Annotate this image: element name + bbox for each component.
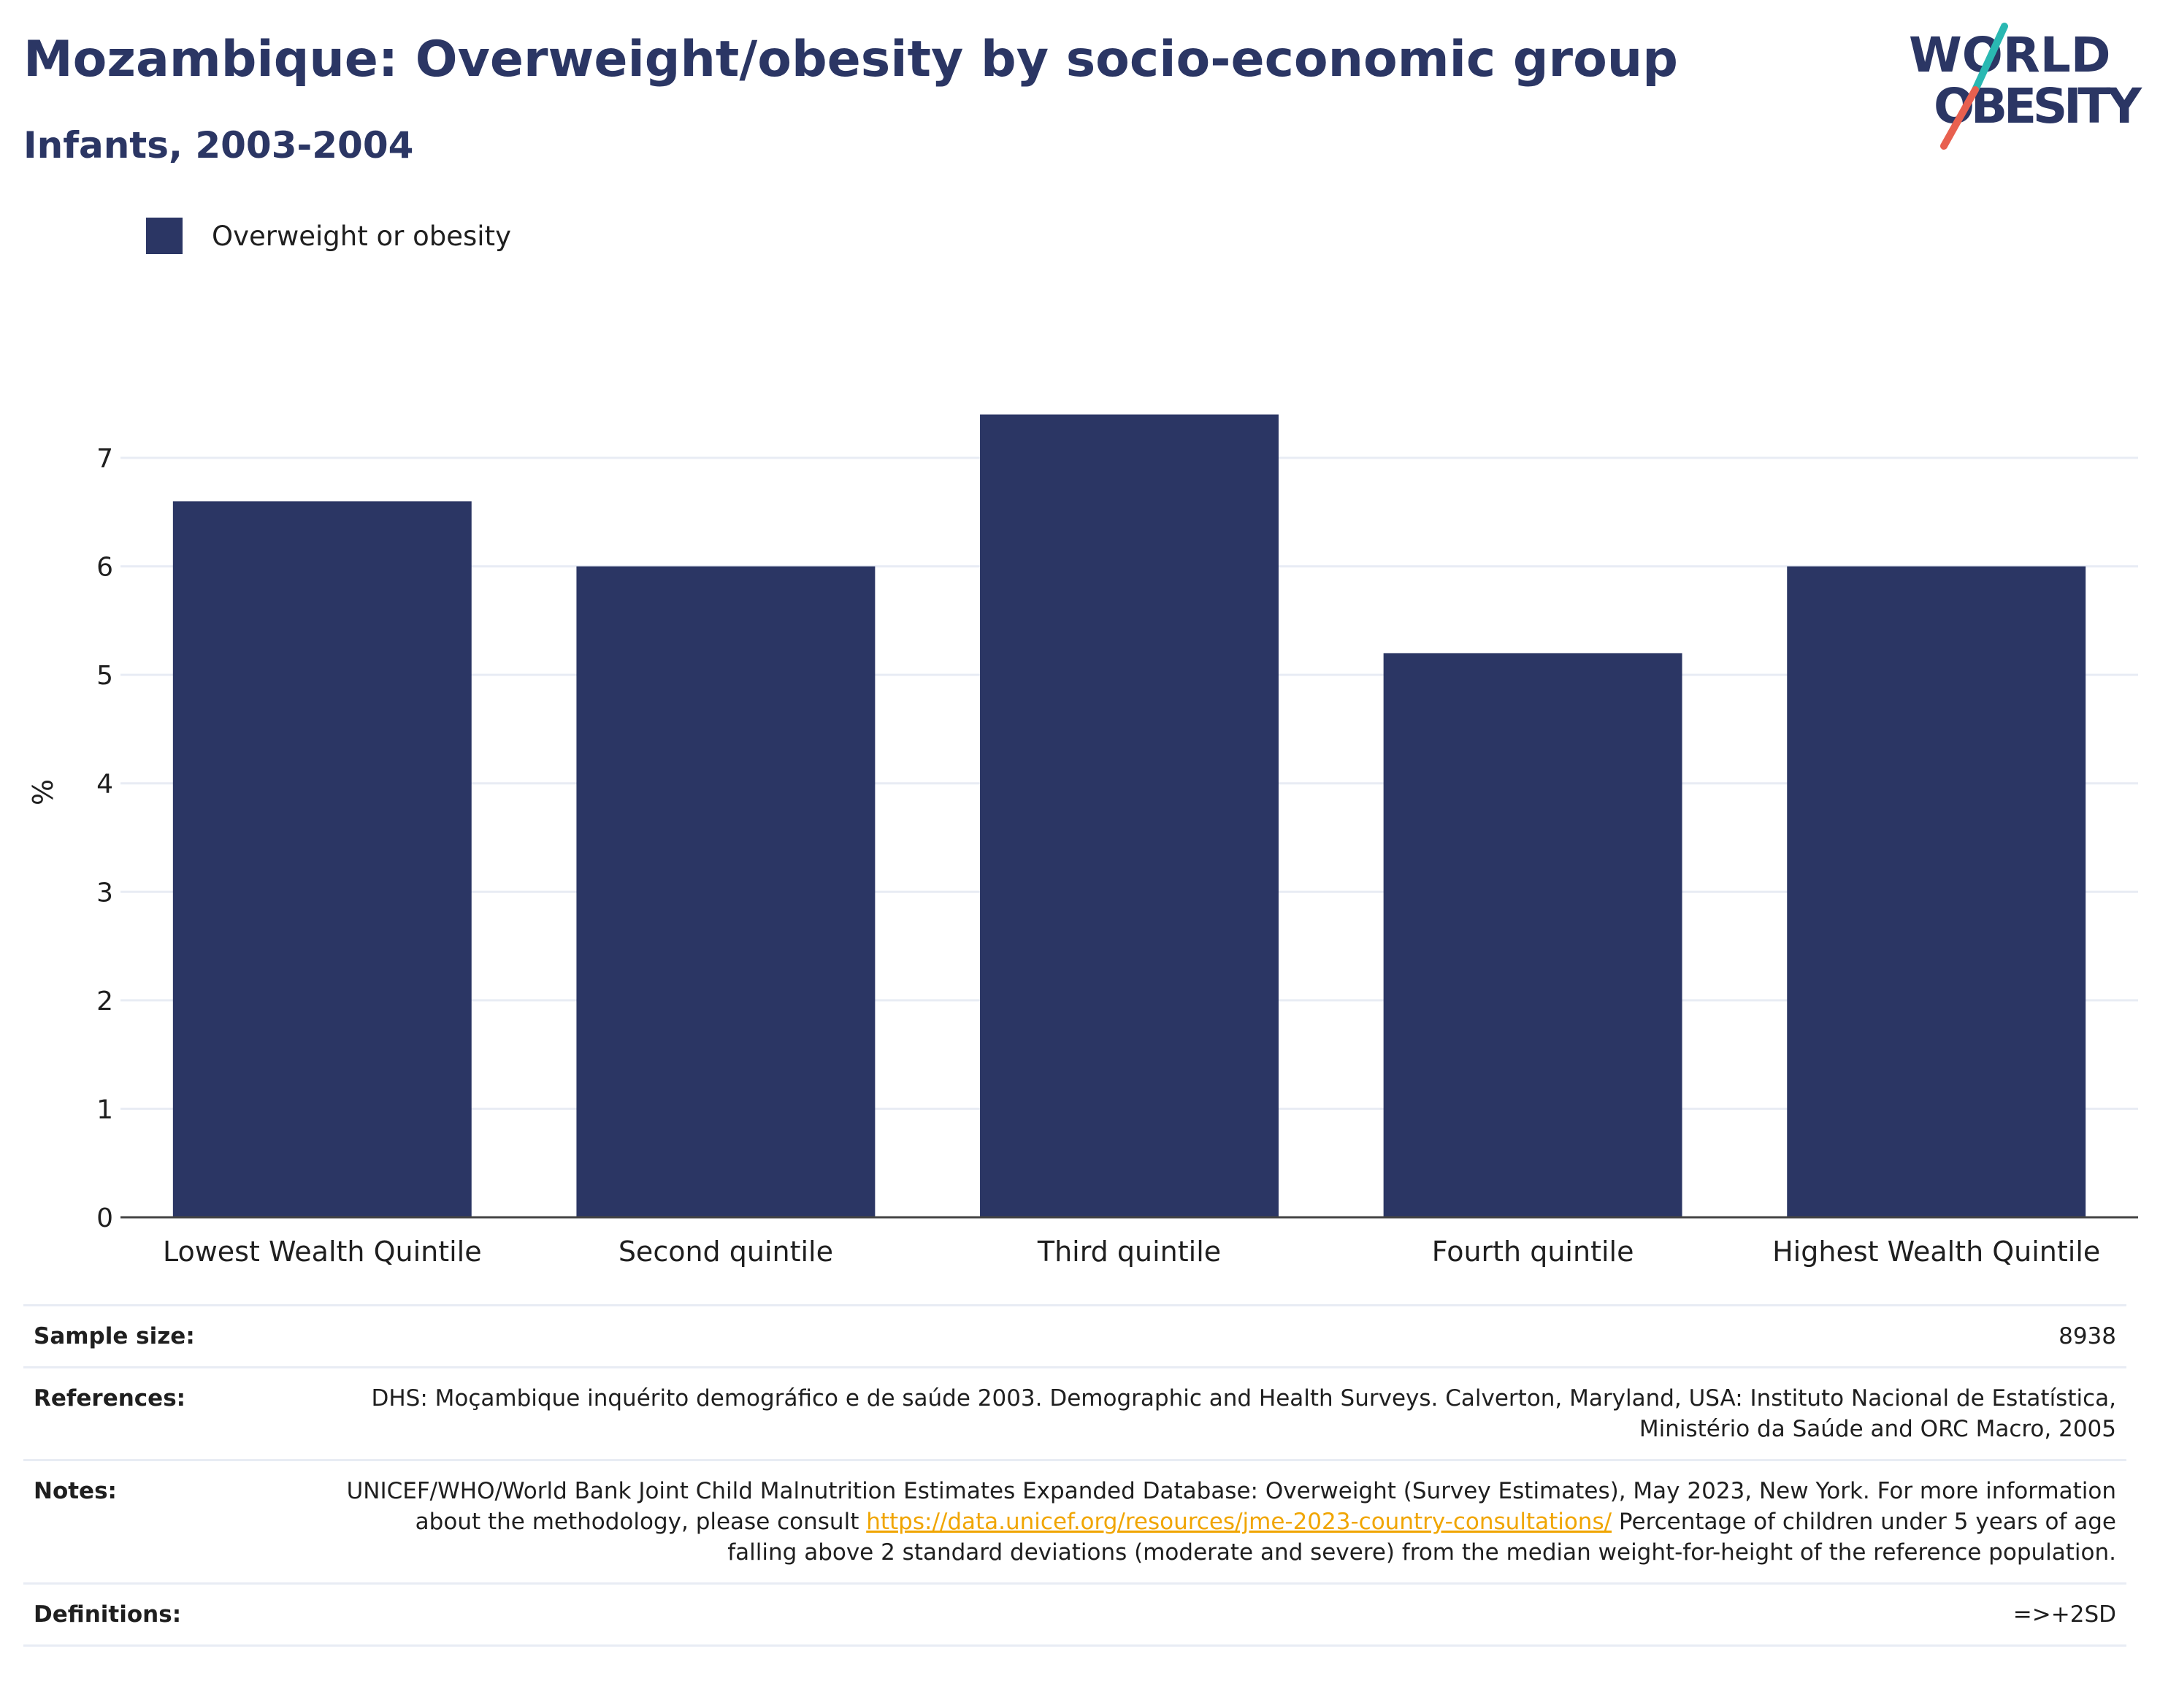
logo-line1: WORLD bbox=[1909, 27, 2111, 83]
references-label: References: bbox=[34, 1385, 186, 1412]
bar-chart: 0 1 2 3 4 5 6 7 Lowest Wealth Quintile Second qu… bbox=[27, 414, 2138, 1268]
info-table: Sample size: 8938 References: DHS: Moçam… bbox=[23, 1304, 2126, 1647]
logo-slash-top bbox=[1972, 23, 2008, 93]
legend-swatch bbox=[146, 218, 183, 254]
sample-size-row: Sample size: 8938 bbox=[23, 1304, 2126, 1366]
y-tick-label: 6 bbox=[96, 553, 113, 583]
bar-4[interactable] bbox=[1787, 566, 2086, 1217]
x-tick-label: Second quintile bbox=[618, 1236, 833, 1268]
legend-label: Overweight or obesity bbox=[212, 220, 511, 252]
bar-2[interactable] bbox=[980, 414, 1279, 1217]
y-axis-ticks: 0 1 2 3 4 5 6 7 bbox=[96, 444, 113, 1233]
bar-3[interactable] bbox=[1383, 653, 1682, 1217]
bar-1[interactable] bbox=[576, 566, 876, 1217]
references-value: DHS: Moçambique inquérito demográfico e … bbox=[371, 1385, 2116, 1442]
notes-label: Notes: bbox=[34, 1478, 117, 1504]
chart-subtitle: Infants, 2003-2004 bbox=[23, 124, 414, 166]
y-tick-label: 1 bbox=[96, 1095, 113, 1125]
logo-slash-bottom bbox=[1940, 86, 1979, 150]
bars bbox=[172, 414, 2086, 1217]
notes-text-after: Percentage of children under 5 years of … bbox=[727, 1509, 2116, 1566]
y-tick-label: 0 bbox=[96, 1203, 113, 1233]
x-tick-label: Third quintile bbox=[1037, 1236, 1221, 1268]
y-tick-label: 3 bbox=[96, 878, 113, 908]
world-obesity-logo: WORLD OBESITY bbox=[1909, 23, 2142, 150]
references-row: References: DHS: Moçambique inquérito de… bbox=[23, 1366, 2126, 1459]
sample-size-value: 8938 bbox=[2058, 1323, 2116, 1349]
notes-value: UNICEF/WHO/World Bank Joint Child Malnut… bbox=[340, 1476, 2116, 1568]
bar-0[interactable] bbox=[172, 501, 472, 1217]
x-tick-label: Highest Wealth Quintile bbox=[1772, 1236, 2100, 1268]
x-tick-label: Fourth quintile bbox=[1432, 1236, 1634, 1268]
y-tick-label: 2 bbox=[96, 987, 113, 1016]
definitions-row: Definitions: =>+2SD bbox=[23, 1582, 2126, 1647]
notes-row: Notes: UNICEF/WHO/World Bank Joint Child… bbox=[23, 1459, 2126, 1582]
x-tick-label: Lowest Wealth Quintile bbox=[163, 1236, 482, 1268]
definitions-label: Definitions: bbox=[34, 1601, 182, 1628]
x-axis-labels: Lowest Wealth Quintile Second quintile Thi… bbox=[163, 1236, 2100, 1268]
legend[interactable]: Overweight or obesity bbox=[146, 218, 511, 254]
y-axis-title: % bbox=[27, 779, 59, 805]
y-tick-label: 7 bbox=[96, 444, 113, 474]
notes-link[interactable]: https://data.unicef.org/resources/jme-20… bbox=[866, 1509, 1612, 1535]
notes-text-before: UNICEF/WHO/World Bank Joint Child Malnut… bbox=[346, 1478, 2116, 1535]
y-tick-label: 5 bbox=[96, 661, 113, 691]
y-tick-label: 4 bbox=[96, 770, 113, 800]
sample-size-label: Sample size: bbox=[34, 1323, 195, 1349]
chart-title: Mozambique: Overweight/obesity by socio-… bbox=[23, 31, 1678, 88]
definitions-value: =>+2SD bbox=[2012, 1601, 2116, 1628]
